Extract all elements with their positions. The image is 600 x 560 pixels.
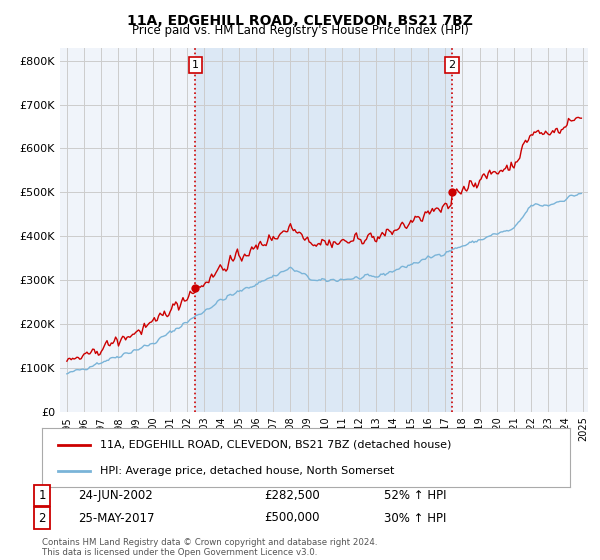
Text: 24-JUN-2002: 24-JUN-2002 (78, 489, 153, 502)
Text: £282,500: £282,500 (264, 489, 320, 502)
Text: 11A, EDGEHILL ROAD, CLEVEDON, BS21 7BZ: 11A, EDGEHILL ROAD, CLEVEDON, BS21 7BZ (127, 14, 473, 28)
Text: 1: 1 (38, 489, 46, 502)
Text: 52% ↑ HPI: 52% ↑ HPI (384, 489, 446, 502)
Text: 25-MAY-2017: 25-MAY-2017 (78, 511, 155, 525)
Text: 1: 1 (192, 60, 199, 70)
Text: £500,000: £500,000 (264, 511, 320, 525)
Text: 2: 2 (38, 511, 46, 525)
Text: 2: 2 (448, 60, 455, 70)
Text: Price paid vs. HM Land Registry's House Price Index (HPI): Price paid vs. HM Land Registry's House … (131, 24, 469, 37)
Text: 30% ↑ HPI: 30% ↑ HPI (384, 511, 446, 525)
Bar (196, 48, 452, 412)
Text: Contains HM Land Registry data © Crown copyright and database right 2024.
This d: Contains HM Land Registry data © Crown c… (42, 538, 377, 557)
Text: HPI: Average price, detached house, North Somerset: HPI: Average price, detached house, Nort… (100, 466, 394, 476)
Text: 11A, EDGEHILL ROAD, CLEVEDON, BS21 7BZ (detached house): 11A, EDGEHILL ROAD, CLEVEDON, BS21 7BZ (… (100, 440, 451, 450)
